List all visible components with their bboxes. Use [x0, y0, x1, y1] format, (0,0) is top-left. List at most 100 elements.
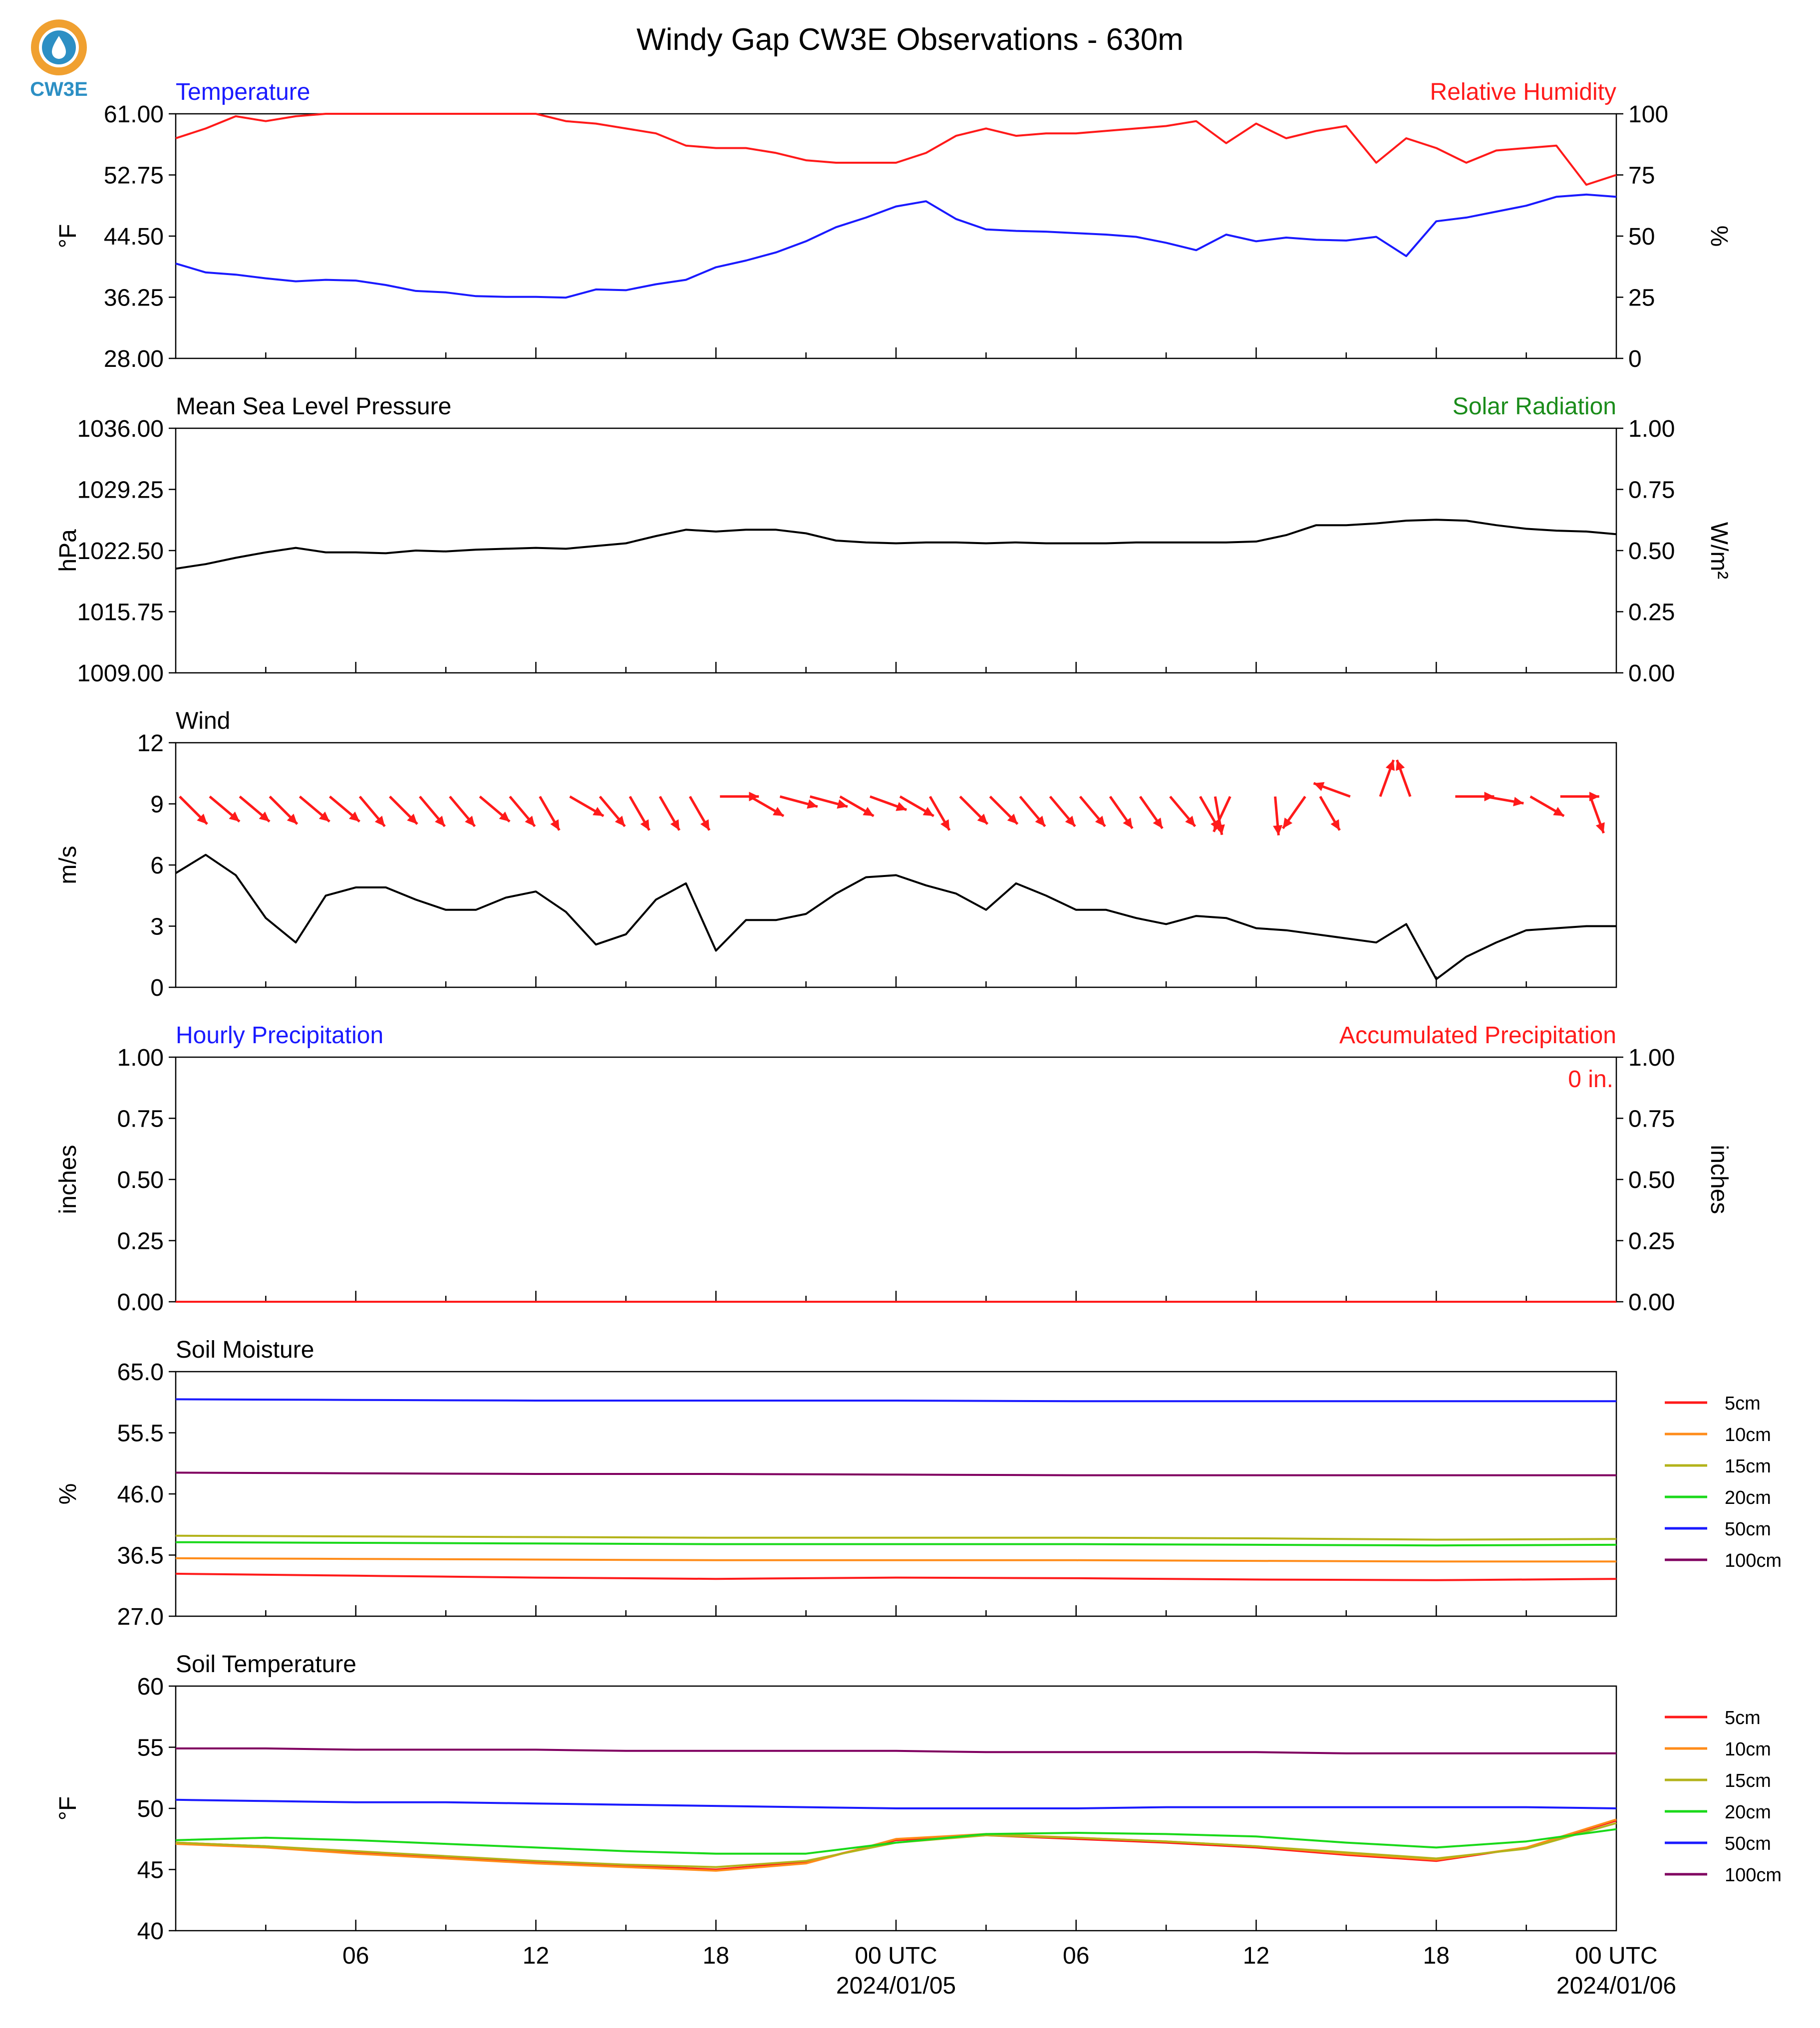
wind-arrow-head [1595, 822, 1605, 834]
legend-label: 15cm [1725, 1770, 1771, 1791]
wind-arrow-head [1513, 797, 1524, 807]
y-tick-label: 1036.00 [77, 416, 164, 442]
wind-arrow [688, 796, 711, 831]
wind-arrow [209, 795, 241, 823]
panel-4: Hourly Precipitation Accumulated Precipit… [55, 1022, 1732, 1316]
wind-arrow-head [749, 792, 759, 802]
wind-arrow-head [1282, 817, 1293, 829]
wind-arrow [1169, 796, 1197, 828]
y-tick-label-right: 0.25 [1628, 1228, 1675, 1255]
panel-title-right: Relative Humidity [1430, 79, 1616, 105]
y-tick-label-right: 1.00 [1628, 1045, 1675, 1071]
y-tick-label-right: 50 [1628, 224, 1655, 250]
wind-arrow-head [700, 819, 710, 831]
wind-arrow [329, 795, 360, 823]
panel-title-right: Accumulated Precipitation [1339, 1022, 1616, 1049]
x-tick-label: 12 [1243, 1943, 1269, 1969]
wind-arrow [809, 795, 848, 809]
y-tick-label: 45 [137, 1857, 164, 1884]
legend-label: 50cm [1725, 1833, 1771, 1854]
legend-label: 100cm [1725, 1865, 1782, 1886]
y-tick-label-right: 0.25 [1628, 599, 1675, 626]
y-tick-label: 0.50 [117, 1167, 164, 1193]
wind-arrow-head [670, 819, 679, 831]
wind-arrow [1273, 796, 1283, 836]
y-axis-label: inches [55, 1145, 81, 1214]
wind-arrow-head [318, 811, 330, 822]
y-tick-label-right: 1.00 [1628, 416, 1675, 442]
series-line-50cm [175, 1398, 1616, 1403]
x-tick-label: 18 [1423, 1943, 1450, 1969]
y-tick-label: 36.5 [117, 1543, 164, 1569]
panel-title: Soil Moisture [176, 1337, 314, 1363]
legend-label: 20cm [1725, 1487, 1771, 1508]
y-axis-label: hPa [55, 529, 81, 572]
wind-arrow [1319, 796, 1341, 831]
wind-arrow-head [550, 819, 560, 831]
y-tick-label-right: 0.75 [1628, 477, 1675, 504]
y-tick-label: 1015.75 [77, 599, 164, 626]
wind-arrow-head [772, 807, 784, 816]
y-tick-label: 61.00 [104, 101, 164, 128]
wind-arrow-head [1185, 816, 1196, 827]
wind-arrow [1396, 759, 1412, 797]
wind-arrow [1139, 796, 1164, 830]
wind-arrow [1019, 796, 1046, 828]
panel-title: Temperature [176, 79, 310, 105]
wind-arrow-head [1153, 817, 1163, 829]
wind-arrow-head [1213, 821, 1222, 832]
y-tick-label: 12 [137, 730, 164, 757]
panel-title: Wind [176, 708, 230, 734]
panel-1: Temperature Relative Humidity 61.00 52.75 44… [55, 79, 1732, 372]
wind-arrow [419, 796, 446, 828]
wind-arrow [358, 796, 386, 828]
x-tick-label: 00 UTC [855, 1943, 937, 1969]
wind-arrow-head [863, 807, 874, 816]
series-line-50cm [175, 1798, 1617, 1809]
y-tick-label-right: 0.75 [1628, 1106, 1675, 1133]
series-line-15cm [175, 1534, 1617, 1541]
y-tick-label-right: 25 [1628, 285, 1655, 311]
wind-arrow-head [465, 816, 475, 827]
panel-5: Soil Moisture 65.0 55.5 46.0 36.5 27.0% 5cm 10c… [55, 1337, 1782, 1630]
cw3e-logo: CW3E [30, 19, 88, 100]
wind-arrow [1281, 796, 1306, 830]
wind-arrow [658, 796, 681, 831]
series-line-5cm [175, 1572, 1617, 1581]
series-line-10cm [175, 1818, 1617, 1872]
panel-6: Soil Temperature 60 55 50 45 40 °F 5cm 10cm 15cm 2… [55, 1651, 1782, 1945]
wind-arrow [870, 795, 908, 811]
wind-arrow [599, 796, 626, 828]
y-axis-label-right: inches [1706, 1145, 1732, 1214]
wind-arrow [179, 796, 208, 825]
wind-arrow-head [1385, 760, 1395, 771]
wind-arrow-head [922, 807, 934, 816]
wind-arrow [1485, 795, 1524, 807]
x-tick-label: 12 [523, 1943, 549, 1969]
wind-arrow-head [197, 814, 208, 824]
y-tick-label: 1022.50 [77, 538, 164, 565]
wind-arrow-head [896, 802, 907, 811]
series-line-wind-speed [175, 854, 1616, 980]
y-tick-label-right: 0 [1628, 346, 1642, 372]
series-line-10cm [175, 1557, 1616, 1563]
x-tick-label: 00 UTC [1575, 1943, 1657, 1969]
wind-arrow-head [1095, 816, 1105, 827]
wind-arrow [1589, 796, 1605, 834]
wind-arrow [539, 796, 561, 831]
x-date-label: 2024/01/06 [1556, 1973, 1676, 1999]
wind-arrow [449, 796, 476, 828]
y-tick-label: 0.00 [117, 1289, 164, 1316]
wind-arrow-head [593, 807, 604, 816]
wind-arrow [1079, 796, 1106, 828]
wind-arrow-head [1553, 807, 1564, 816]
series-line-20cm [175, 1828, 1617, 1855]
y-tick-label: 0.25 [117, 1228, 164, 1255]
wind-arrow-head [435, 816, 445, 827]
wind-arrow [1049, 796, 1076, 828]
y-tick-label: 1029.25 [77, 477, 164, 504]
wind-arrow [269, 796, 299, 825]
wind-arrow-head [374, 816, 385, 827]
wind-arrow-head [614, 816, 625, 827]
